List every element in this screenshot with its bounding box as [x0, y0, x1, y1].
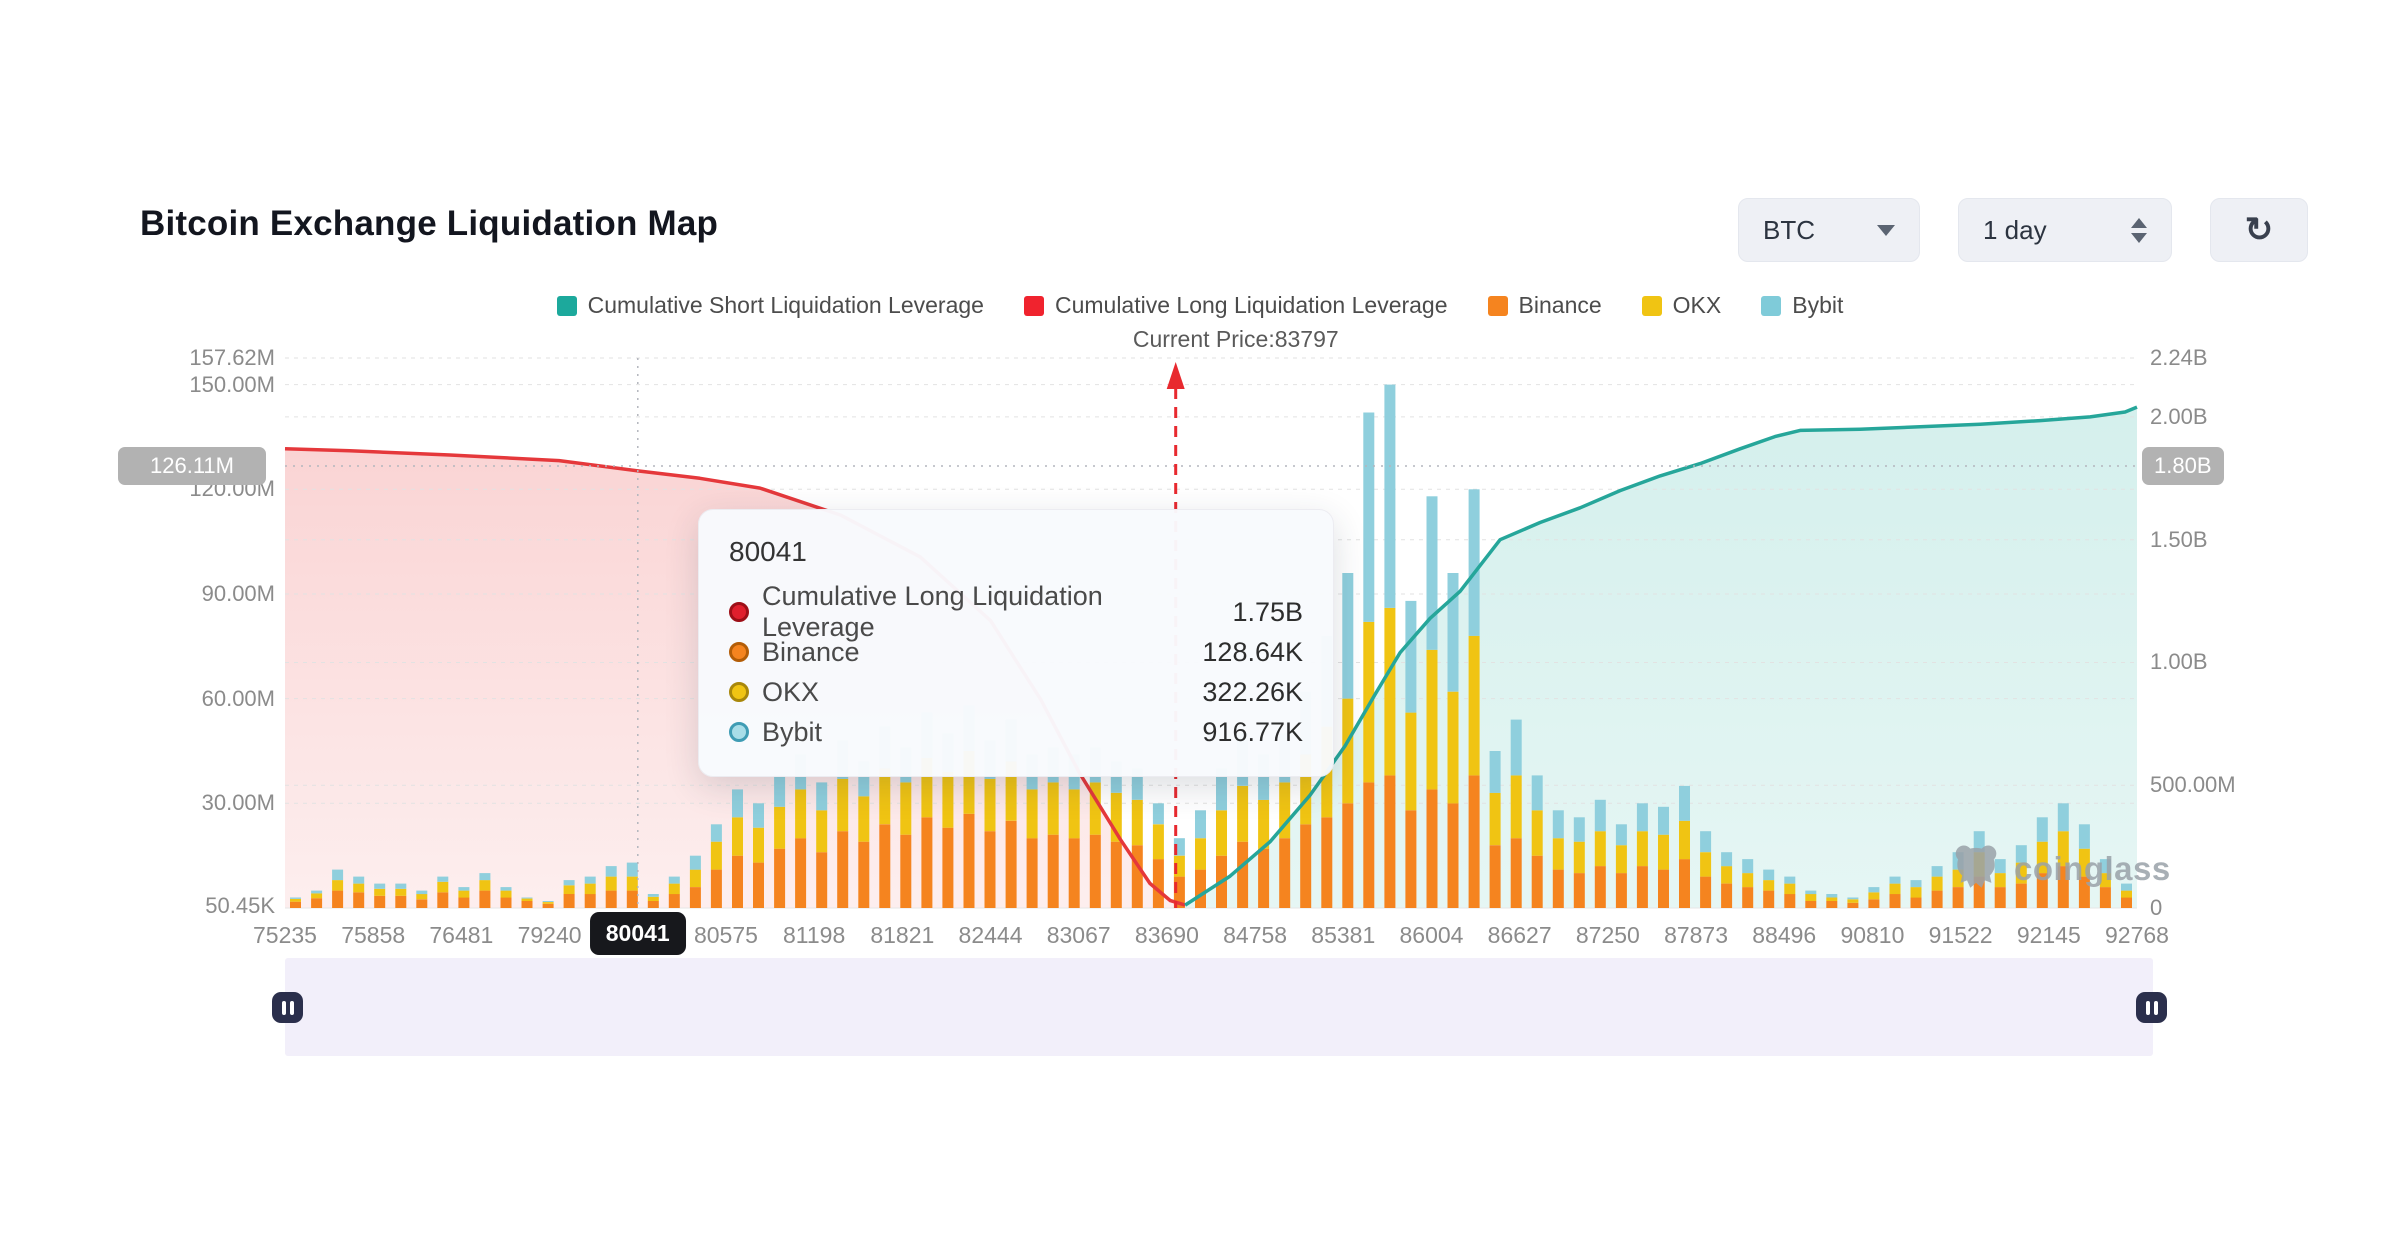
left-axis-tick: 90.00M [201, 580, 275, 606]
current-price-arrow-icon [1166, 362, 1185, 389]
left-axis-pointer-badge: 126.11M [118, 447, 266, 485]
left-axis-tick: 157.62M [189, 345, 275, 370]
refresh-button[interactable]: ↻ [2210, 198, 2308, 262]
symbol-select[interactable]: BTC [1738, 198, 1920, 262]
interval-select-value: 1 day [1983, 214, 2047, 245]
legend-label: Binance [1518, 292, 1602, 318]
bybit-swatch-icon [1761, 295, 1782, 316]
x-axis-tick: 85381 [1311, 922, 1376, 948]
legend: Cumulative Short Liquidation Leverage Cu… [0, 292, 2400, 353]
tooltip-row-label: Cumulative Long Liquidation Leverage [762, 581, 1103, 642]
x-axis-tick: 83067 [1046, 922, 1111, 948]
left-axis-tick: 50.45K [205, 893, 275, 919]
left-axis-tick: 150.00M [189, 371, 275, 397]
legend-label: OKX [1672, 292, 1722, 318]
left-axis-tick: 30.00M [201, 790, 275, 816]
x-axis-tick: 80575 [693, 922, 758, 948]
okx-swatch-icon [1641, 295, 1662, 316]
long-series-dot-icon [729, 602, 749, 622]
x-axis-tick: 81821 [870, 922, 935, 948]
x-axis-tick: 79240 [517, 922, 582, 948]
refresh-icon: ↻ [2244, 211, 2274, 249]
x-axis-tick: 76481 [429, 922, 494, 948]
tooltip-row-value: 322.26K [1202, 676, 1303, 707]
legend-item-binance[interactable]: Binance [1487, 292, 1602, 319]
datazoom-right-handle[interactable] [2136, 992, 2167, 1023]
x-axis-pointer-badge: 80041 [589, 912, 686, 955]
tooltip-row: Binance 128.64K [729, 632, 1303, 672]
right-axis-pointer-badge: 1.80B [2142, 447, 2224, 485]
short-swatch-icon [556, 295, 577, 316]
chevron-down-icon [1877, 224, 1895, 236]
current-price-label: Current Price:83797 [1132, 326, 1339, 352]
tooltip-row-label: Bybit [762, 716, 823, 747]
x-axis-tick: 86627 [1487, 922, 1552, 948]
bybit-series-dot-icon [729, 722, 749, 742]
legend-label: Bybit [1792, 292, 1844, 318]
right-axis-tick: 2.24B [2150, 345, 2208, 370]
tooltip-row-label: Binance [762, 636, 860, 667]
gridlines [285, 357, 2137, 804]
binance-series-dot-icon [729, 642, 749, 662]
symbol-select-value: BTC [1763, 214, 1815, 245]
right-axis-tick: 2.00B [2150, 403, 2208, 429]
x-axis-tick: 92145 [2016, 922, 2081, 948]
tooltip-row-value: 1.75B [1232, 596, 1303, 627]
legend-item-long-stack: Cumulative Long Liquidation Leverage Cur… [1023, 292, 1448, 353]
coinglass-watermark: coinglass [1950, 843, 2171, 895]
x-axis-tick: 75235 [253, 922, 317, 948]
datazoom-left-handle[interactable] [272, 992, 303, 1023]
tooltip-row-value: 128.64K [1202, 636, 1303, 667]
x-axis-tick: 84758 [1223, 922, 1288, 948]
left-axis-tick: 60.00M [201, 685, 275, 711]
tooltip-row-value: 916.77K [1202, 716, 1303, 747]
legend-label: Cumulative Short Liquidation Leverage [587, 292, 984, 318]
x-axis-tick: 81198 [783, 922, 846, 948]
x-axis-tick: 88496 [1752, 922, 1817, 948]
tooltip-row: Bybit 916.77K [729, 712, 1303, 752]
x-axis-tick: 91522 [1928, 922, 1993, 948]
interval-select[interactable]: 1 day [1958, 198, 2172, 262]
legend-item-bybit[interactable]: Bybit [1761, 292, 1843, 319]
tooltip-title: 80041 [729, 536, 807, 567]
right-axis-tick: 1.50B [2150, 526, 2208, 552]
tooltip-row: OKX 322.26K [729, 672, 1303, 712]
long-swatch-icon [1023, 295, 1044, 316]
x-axis-tick: 87873 [1664, 922, 1729, 948]
short-area [1185, 407, 2137, 908]
x-axis-tick: 86004 [1399, 922, 1464, 948]
coinglass-bear-icon [1955, 845, 1997, 888]
okx-series-dot-icon [729, 682, 749, 702]
binance-swatch-icon [1487, 295, 1508, 316]
legend-label: Cumulative Long Liquidation Leverage [1054, 292, 1448, 318]
x-axis-tick: 87250 [1575, 922, 1640, 948]
x-axis-tick: 83690 [1134, 922, 1199, 948]
x-axis-tick: 92768 [2105, 922, 2169, 948]
legend-item-okx[interactable]: OKX [1641, 292, 1722, 319]
short-line [1184, 405, 2138, 907]
tooltip-row: Cumulative Long Liquidation Leverage 1.7… [729, 581, 1303, 642]
right-axis-tick: 1.00B [2150, 649, 2208, 675]
tooltip-row-label: OKX [762, 676, 820, 707]
datazoom-track[interactable] [285, 958, 2153, 1056]
right-axis-tick: 500.00M [2150, 772, 2236, 798]
stepper-icon [2131, 217, 2147, 243]
x-axis-tick: 90810 [1840, 922, 1905, 948]
x-axis-tick: 75858 [341, 922, 406, 948]
right-axis-tick: 0 [2150, 895, 2163, 920]
page-title: Bitcoin Exchange Liquidation Map [140, 204, 719, 243]
watermark-text: coinglass [2014, 850, 2171, 887]
chart-tooltip: 80041 Cumulative Long Liquidation Levera… [698, 509, 1334, 777]
legend-item-short[interactable]: Cumulative Short Liquidation Leverage [556, 292, 984, 319]
x-axis-tick: 82444 [958, 922, 1023, 948]
legend-item-long[interactable]: Cumulative Long Liquidation Leverage [1023, 292, 1448, 319]
